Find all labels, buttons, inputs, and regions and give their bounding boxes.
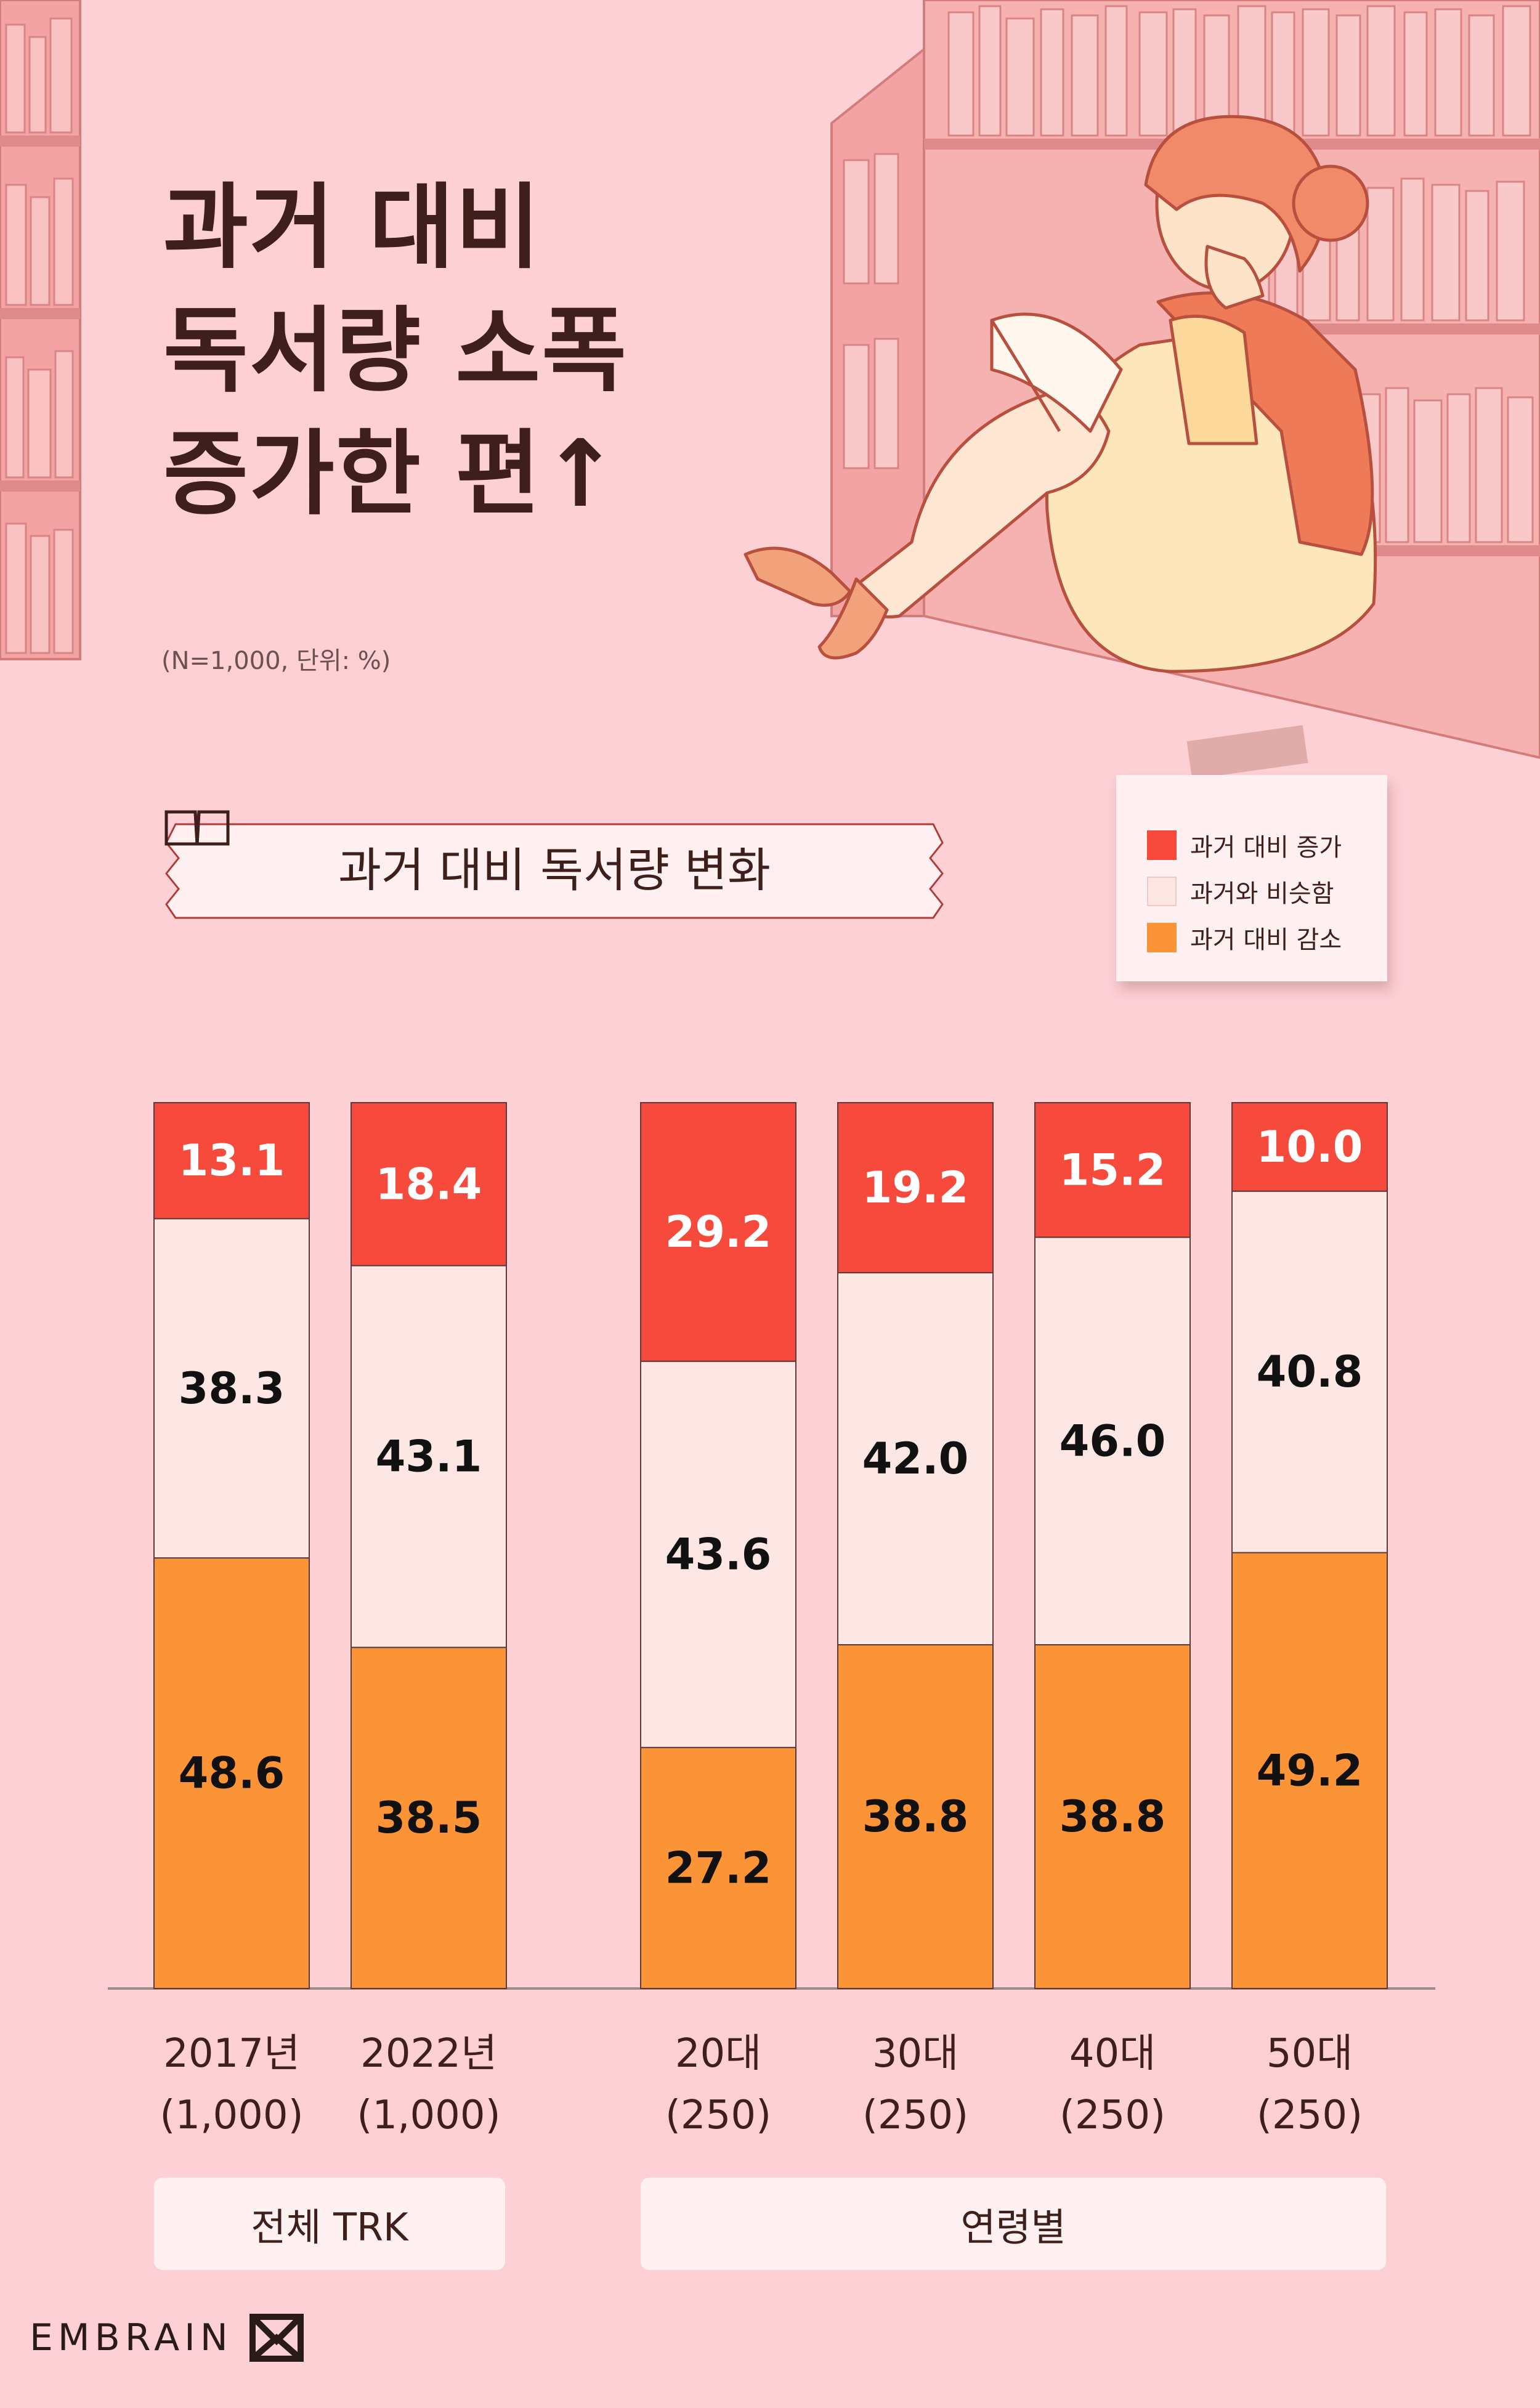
legend-swatch bbox=[1147, 830, 1177, 860]
legend-swatch bbox=[1147, 923, 1177, 952]
page-title: 과거 대비 독서량 소폭 증가한 편↑ bbox=[163, 166, 628, 536]
bar-segment bbox=[351, 1265, 507, 1648]
legend-item-decrease: 과거 대비 감소 bbox=[1147, 920, 1342, 955]
sample-note: (N=1,000, 단위: %) bbox=[161, 647, 391, 675]
chart-legend: 과거 대비 증가 과거와 비슷함 과거 대비 감소 bbox=[1116, 775, 1387, 981]
bar-value-label: 27.2 bbox=[665, 1842, 772, 1893]
x-tick-label: 40대 bbox=[1069, 2031, 1156, 2077]
bar-value-label: 43.6 bbox=[665, 1529, 772, 1579]
legend-label: 과거 대비 감소 bbox=[1190, 926, 1342, 954]
bar-segment bbox=[153, 1218, 310, 1559]
x-tick-label: (250) bbox=[862, 2093, 968, 2138]
bar-segment bbox=[351, 1647, 507, 1990]
bar-segment bbox=[351, 1102, 507, 1267]
bar-segment bbox=[1231, 1552, 1388, 1989]
legend-item-increase: 과거 대비 증가 bbox=[1147, 827, 1342, 863]
bar-value-label: 18.4 bbox=[376, 1159, 482, 1209]
legend-label: 과거와 비슷함 bbox=[1190, 880, 1334, 908]
bar-value-label: 38.8 bbox=[862, 1791, 969, 1842]
x-tick-label: 30대 bbox=[872, 2031, 958, 2077]
x-tick-label: (250) bbox=[1257, 2093, 1363, 2138]
bar-value-label: 38.5 bbox=[376, 1793, 482, 1843]
x-tick-label: 50대 bbox=[1266, 2031, 1353, 2077]
x-tick-label: 2017년 bbox=[163, 2031, 300, 2077]
x-tick-label: (1,000) bbox=[160, 2093, 303, 2138]
group-label-age: 연령별 bbox=[641, 2178, 1386, 2270]
bar-value-label: 29.2 bbox=[665, 1207, 772, 1257]
bar-value-label: 40.8 bbox=[1257, 1347, 1363, 1397]
x-tick-label: 20대 bbox=[675, 2031, 761, 2077]
banner-title: 과거 대비 독서량 변화 bbox=[338, 842, 771, 898]
bar-value-label: 13.1 bbox=[179, 1135, 285, 1186]
x-tick-label: (250) bbox=[1060, 2093, 1165, 2138]
bar-value-label: 10.0 bbox=[1257, 1122, 1363, 1172]
bar-segment bbox=[153, 1102, 310, 1220]
bar-segment bbox=[640, 1102, 796, 1362]
x-tick-label: (250) bbox=[665, 2093, 771, 2138]
group-label-total: 전체 TRK bbox=[154, 2178, 505, 2270]
bar-value-label: 19.2 bbox=[862, 1162, 969, 1213]
title-line-2: 독서량 소폭 bbox=[163, 298, 628, 405]
bar-value-label: 38.8 bbox=[1060, 1791, 1166, 1842]
banner-ribbon bbox=[165, 823, 944, 919]
bar-segment bbox=[1034, 1102, 1191, 1238]
bar-segment bbox=[153, 1557, 310, 1990]
section-banner: 과거 대비 독서량 변화 bbox=[163, 806, 946, 926]
brand-mark-icon bbox=[249, 2314, 304, 2362]
x-tick-label: (1,000) bbox=[357, 2093, 500, 2138]
bar-segment bbox=[837, 1644, 994, 1989]
bar-segment bbox=[837, 1102, 994, 1274]
bar-segment bbox=[640, 1746, 796, 1989]
bar-segment bbox=[1231, 1102, 1388, 1192]
bar-segment bbox=[1231, 1190, 1388, 1554]
reading-girl bbox=[744, 115, 1377, 673]
x-tick-label: 2022년 bbox=[360, 2031, 497, 2077]
bar-value-label: 48.6 bbox=[179, 1748, 285, 1799]
legend-swatch bbox=[1147, 877, 1177, 906]
bar-segment bbox=[1034, 1236, 1191, 1646]
bar-value-label: 15.2 bbox=[1060, 1145, 1166, 1195]
bar-segment bbox=[1034, 1644, 1191, 1989]
legend-label: 과거 대비 증가 bbox=[1190, 833, 1342, 862]
left-bookshelf bbox=[0, 0, 81, 660]
bar-value-label: 46.0 bbox=[1060, 1416, 1166, 1466]
bar-value-label: 38.3 bbox=[179, 1363, 285, 1414]
title-line-1: 과거 대비 bbox=[163, 174, 542, 282]
reading-girl-illustration bbox=[0, 0, 1540, 760]
bar-value-label: 49.2 bbox=[1257, 1745, 1363, 1796]
open-book-icon bbox=[164, 810, 230, 846]
brand-name: EMBRAIN bbox=[30, 2316, 233, 2359]
brand-logo: EMBRAIN bbox=[30, 2313, 304, 2362]
bar-value-label: 42.0 bbox=[862, 1433, 969, 1484]
bar-value-label: 43.1 bbox=[376, 1431, 482, 1482]
bar-segment bbox=[837, 1272, 994, 1646]
legend-item-similar: 과거와 비슷함 bbox=[1147, 874, 1334, 909]
title-line-3: 증가한 편↑ bbox=[163, 421, 620, 528]
